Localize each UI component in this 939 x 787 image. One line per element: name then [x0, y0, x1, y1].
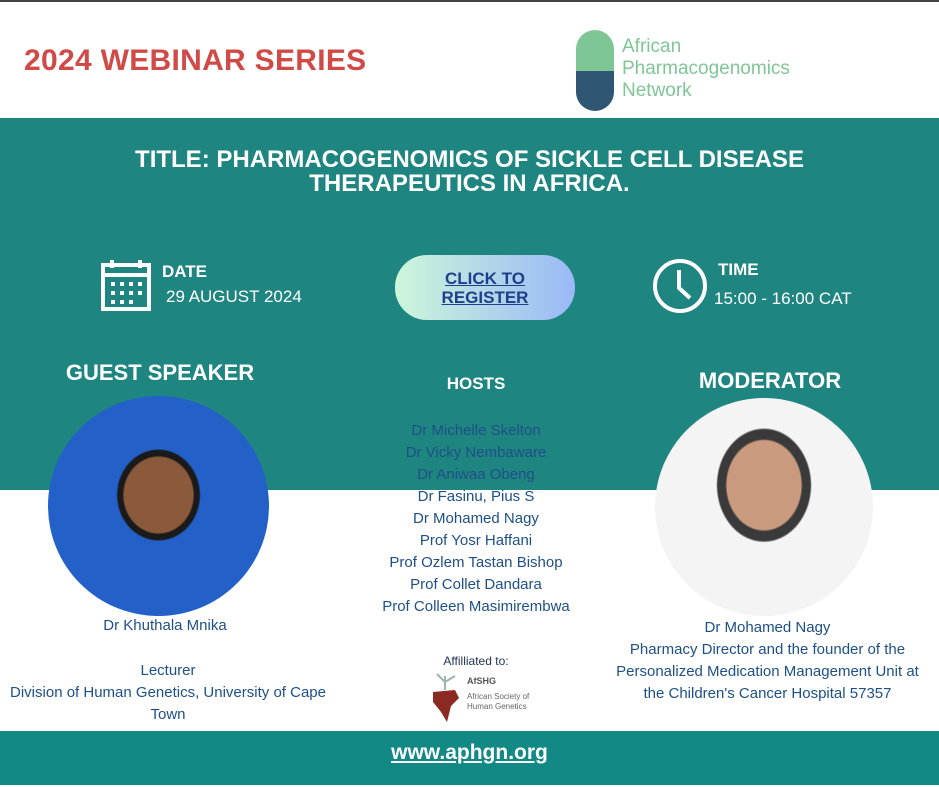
host-item: Dr Fasinu, Pius S [417, 488, 535, 505]
date-label: DATE [162, 262, 208, 281]
footer-band [0, 731, 939, 785]
logo-text: African Pharmacogenomics Network [622, 36, 790, 102]
time-label: TIME [718, 260, 759, 279]
moderator-bio: Pharmacy Director and the founder of the… [616, 641, 919, 702]
affiliated-label: Affilliated to: [443, 654, 509, 668]
title-line1: TITLE: PHARMACOGENOMICS OF SICKLE CELL D… [135, 146, 804, 173]
afshg-abbr: AfSHG [467, 676, 496, 686]
host-item: Prof Yosr Haffani [419, 532, 533, 549]
guest-role: Lecturer [140, 662, 196, 679]
moderator-details: Dr Mohamed Nagy Pharmacy Director and th… [605, 617, 930, 705]
moderator-heading: MODERATOR [698, 368, 842, 393]
host-item: Prof Ozlem Tastan Bishop [389, 554, 563, 571]
hosts-list: Dr Michelle Skelton Dr Vicky Nembaware D… [330, 420, 622, 618]
website-link[interactable]: www.aphgn.org [391, 741, 548, 764]
title-line2: THERAPEUTICS IN AFRICA. [309, 170, 630, 197]
host-item: Dr Vicky Nembaware [405, 444, 547, 461]
hosts-heading: HOSTS [446, 374, 506, 393]
logo-line2: Pharmacogenomics [622, 58, 790, 79]
register-button[interactable]: CLICK TO REGISTER [395, 255, 575, 320]
register-line1: CLICK TO [445, 268, 525, 288]
host-item: Dr Aniwaa Obeng [417, 466, 535, 483]
host-item: Dr Michelle Skelton [411, 422, 541, 439]
register-line2: REGISTER [441, 287, 529, 307]
top-border [0, 0, 939, 2]
afshg-name: African Society of Human Genetics [467, 692, 530, 711]
logo-line1: African [622, 36, 682, 57]
moderator-name: Dr Mohamed Nagy [704, 619, 831, 636]
clock-icon [653, 259, 707, 313]
guest-affiliation: Division of Human Genetics, University o… [10, 684, 326, 723]
guest-speaker-heading: GUEST SPEAKER [65, 360, 255, 385]
time-value: 15:00 - 16:00 CAT [714, 289, 852, 308]
guest-speaker-details: Lecturer Division of Human Genetics, Uni… [8, 660, 328, 726]
webinar-title: TITLE: PHARMACOGENOMICS OF SICKLE CELL D… [0, 148, 939, 196]
guest-speaker-photo [48, 396, 269, 616]
logo-line3: Network [622, 80, 692, 101]
guest-speaker-name: Dr Khuthala Mnika [103, 617, 227, 634]
aphgn-logo-icon [576, 30, 614, 111]
host-item: Prof Colleen Masimirembwa [382, 598, 570, 615]
host-item: Dr Mohamed Nagy [413, 510, 539, 527]
series-title: 2024 WEBINAR SERIES [24, 44, 367, 77]
date-value: 29 AUGUST 2024 [166, 287, 302, 306]
afshg-logo: AfSHG African Society of Human Genetics [425, 672, 550, 724]
calendar-icon [101, 260, 151, 311]
moderator-photo [655, 398, 873, 616]
host-item: Prof Collet Dandara [410, 576, 542, 593]
africa-tree-icon [433, 673, 459, 722]
